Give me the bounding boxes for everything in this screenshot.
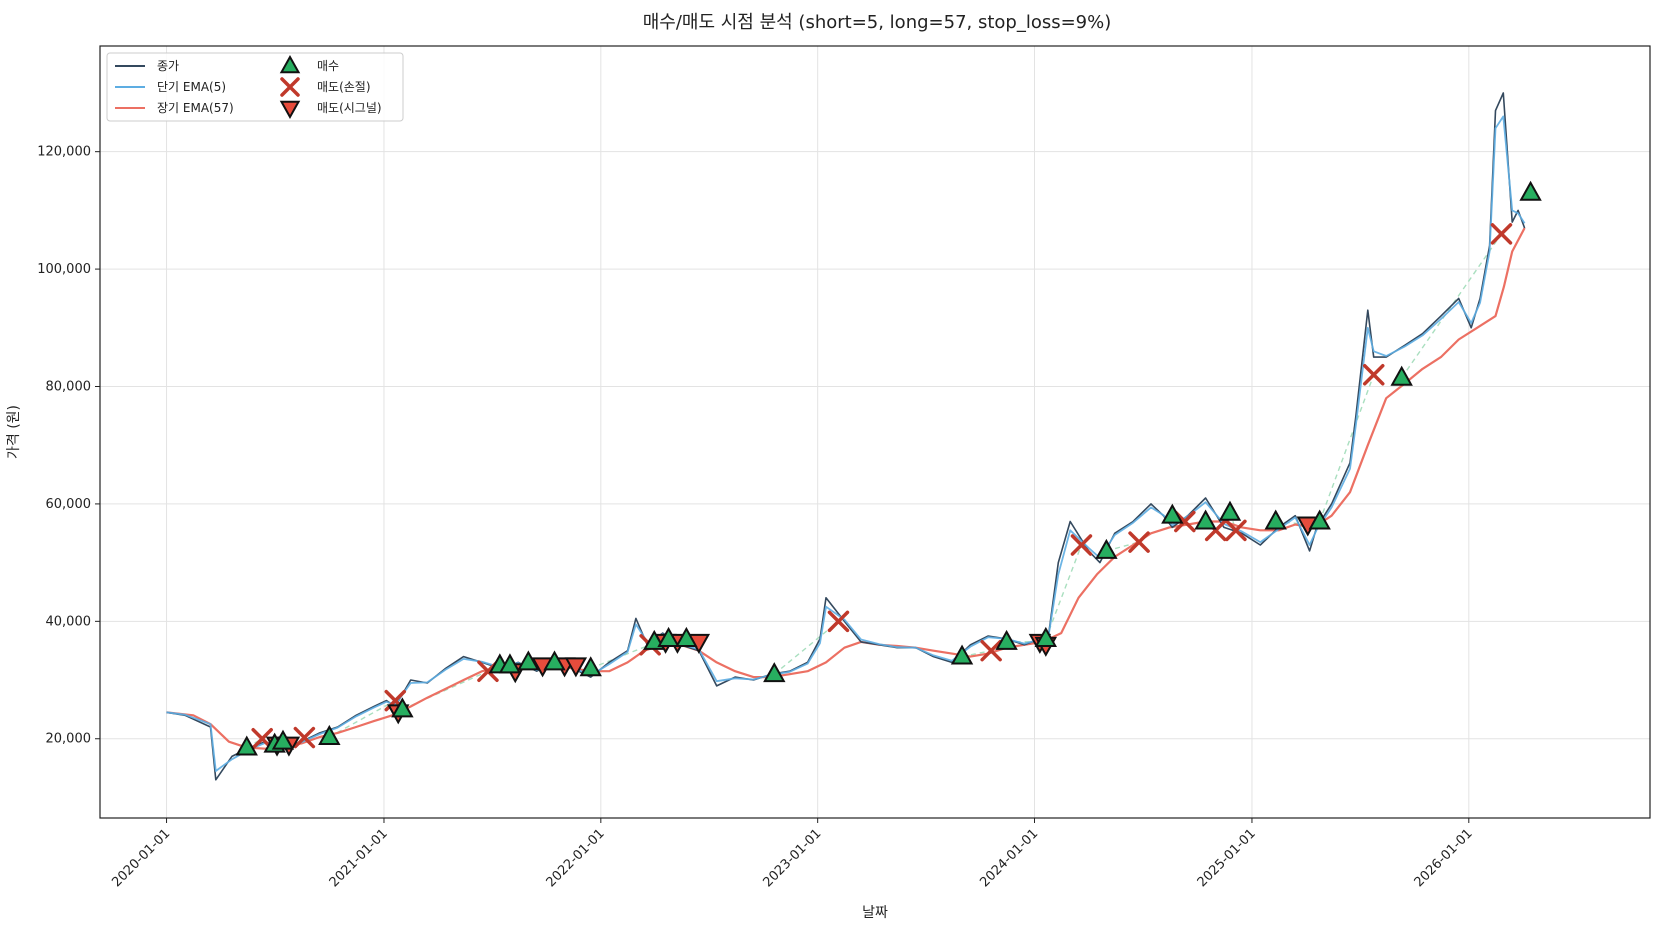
- trade-path-line: [1045, 544, 1083, 640]
- legend-item-buy[interactable]: 매수: [279, 54, 339, 74]
- stop-loss-marker: [827, 610, 850, 633]
- stop-loss-marker: [1225, 519, 1247, 542]
- y-tick-label: 100,000: [37, 262, 91, 277]
- buy-marker: [1095, 538, 1118, 559]
- buy-marker: [498, 653, 522, 674]
- buy-marker: [1218, 500, 1242, 521]
- trade-path-line: [1319, 374, 1375, 522]
- y-tick-label: 120,000: [37, 145, 91, 160]
- stop-loss-stroke: [293, 726, 316, 749]
- buy-marker: [517, 650, 540, 671]
- stop-loss-stroke: [827, 610, 850, 633]
- legend-label: 단기 EMA(5): [157, 80, 226, 94]
- buy-marker: [1034, 626, 1058, 647]
- y-tick-label: 80,000: [46, 380, 92, 395]
- legend-label: 매도(손절): [317, 80, 371, 94]
- stop-loss-marker: [1362, 364, 1385, 386]
- buy-marker: [675, 626, 698, 647]
- stop-loss-stroke: [1204, 519, 1227, 542]
- stop-loss-marker: [1070, 534, 1093, 556]
- buy-marker: [1161, 503, 1184, 524]
- legend-label: 매수: [317, 59, 339, 73]
- buy-marker: [543, 650, 566, 671]
- stop-loss-stroke: [251, 727, 273, 750]
- stop-loss-marker: [293, 726, 316, 749]
- grid: [100, 46, 1650, 818]
- stop-loss-stroke: [1362, 364, 1385, 386]
- buy-marker: [318, 724, 341, 745]
- y-tick-label: 60,000: [46, 497, 92, 512]
- buy-marker: [950, 644, 974, 665]
- legend-item-short-ema[interactable]: 단기 EMA(5): [115, 80, 226, 94]
- buy-marker: [657, 626, 680, 647]
- chart-title: 매수/매도 시점 분석 (short=5, long=57, stop_loss…: [643, 12, 1112, 33]
- legend-swatch-buy: [279, 54, 301, 74]
- stop-loss-stroke: [1128, 531, 1150, 553]
- legend-item-stop-loss[interactable]: 매도(손절): [280, 77, 371, 97]
- stop-loss-stroke: [1070, 534, 1093, 556]
- buy-marker: [1264, 509, 1287, 530]
- y-tick-label: 40,000: [46, 614, 92, 629]
- y-axis-title: 가격 (원): [6, 405, 22, 459]
- legend-label: 매도(시그널): [317, 101, 382, 115]
- y-tick-label: 20,000: [46, 732, 92, 747]
- stop-loss-stroke: [1174, 510, 1196, 533]
- stop-loss-marker: [1490, 223, 1513, 245]
- legend-swatch-signal-sell: [279, 100, 301, 120]
- buy-marker: [1194, 509, 1217, 530]
- buy-marker: [391, 697, 414, 718]
- plot-frame: [99, 45, 1651, 819]
- legend-item-close[interactable]: 종가: [115, 59, 179, 73]
- buy-marker: [1390, 365, 1413, 386]
- legend-label: 종가: [157, 59, 179, 73]
- buy-marker: [235, 735, 258, 756]
- buy-marker: [271, 729, 295, 750]
- trade-path-line: [1401, 233, 1503, 379]
- buy-marker: [995, 629, 1018, 650]
- series-line-short-ema: [166, 115, 1526, 772]
- trade-markers: [235, 180, 1542, 757]
- buy-marker: [763, 662, 786, 683]
- stop-loss-stroke: [1490, 223, 1513, 245]
- stop-loss-stroke: [980, 639, 1002, 662]
- buy-marker: [579, 656, 602, 677]
- buy-marker: [1519, 180, 1542, 201]
- signal-sell-marker: [564, 657, 588, 678]
- stop-loss-marker: [980, 639, 1002, 662]
- stop-loss-marker: [1128, 531, 1150, 553]
- buy-marker: [1308, 509, 1331, 530]
- legend-item-signal-sell[interactable]: 매도(시그널): [279, 100, 382, 120]
- trade-path-line: [773, 620, 839, 675]
- x-axis-title: 날짜: [862, 905, 888, 921]
- legend-box: [106, 52, 404, 122]
- stop-loss-stroke: [1225, 519, 1247, 542]
- legend-swatch-stop-loss: [280, 77, 300, 97]
- legend-label: 장기 EMA(57): [157, 101, 234, 115]
- legend-item-long-ema[interactable]: 장기 EMA(57): [115, 101, 234, 115]
